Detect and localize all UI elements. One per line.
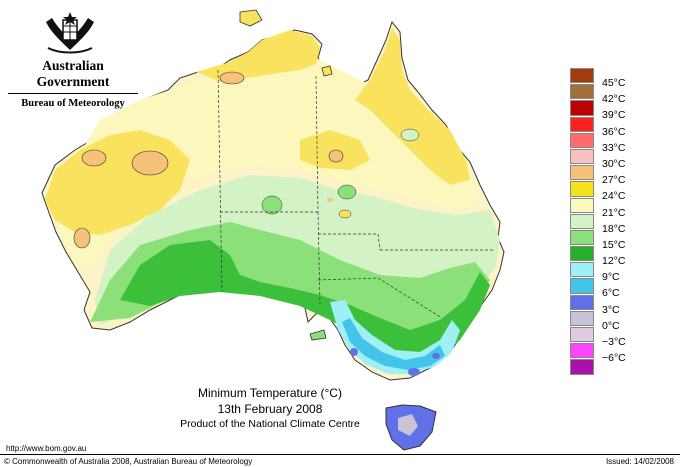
warm-zone-kimberley [196,30,320,82]
melville-island [239,9,263,27]
state-borders [217,69,494,319]
band-6-9 [342,318,445,370]
cool-patch-pale [400,128,420,142]
logo-block: Australian Government Bureau of Meteorol… [8,8,138,109]
hot-spot-gulf [328,149,344,163]
coat-of-arms-icon [46,12,94,54]
legend-label: −6°C [602,352,626,365]
legend-label: −3°C [602,336,626,348]
legend-label: 18°C [602,222,626,235]
cool-patch-qld [337,184,357,200]
cold-spot-victoria [350,348,358,356]
legend-swatch [570,100,594,116]
cold-spot-alps [408,368,420,376]
legend-label: 21°C [602,206,626,219]
map-date: 13th February 2008 [217,402,323,416]
legend-label: 24°C [602,190,626,203]
map-titles: Minimum Temperature (°C) 13th February 2… [120,385,420,432]
legend-swatch [570,132,594,148]
kangaroo-island [309,329,327,341]
hot-spot-gascoyne [73,227,91,249]
legend-label: 15°C [602,238,626,251]
map-title: Minimum Temperature (°C) [198,386,342,400]
bureau-name: Bureau of Meteorology [8,93,138,109]
legend-swatch [570,165,594,181]
legend-label: 9°C [602,271,620,284]
legend-label: 39°C [602,109,626,122]
map-product: Product of the National Climate Centre [180,418,360,430]
legend-label: 33°C [602,141,626,154]
footer-divider [0,454,680,455]
legend-swatch [570,262,594,278]
legend-swatch [570,359,594,375]
legend-swatch [570,229,594,246]
tasmania-cold [398,414,418,436]
cold-spot-nsw [432,353,440,359]
legend-swatch [570,213,594,229]
legend-swatch [570,327,594,343]
legend-label: 12°C [602,255,626,268]
footer-copyright: © Commonwealth of Australia 2008, Austra… [4,457,253,466]
legend-label: 42°C [602,93,626,106]
hot-spot-kimberley [219,71,245,85]
legend-swatch [570,310,594,326]
legend-swatch [570,181,594,197]
legend-label: 6°C [602,287,620,300]
groote-island [321,65,333,77]
legend-swatch [570,116,594,132]
legend-label: 27°C [602,174,626,187]
government-name: Australian Government [36,58,110,89]
legend-swatch [570,197,594,213]
legend-swatch [570,84,594,100]
footer-issued: Issued: 14/02/2008 [605,457,674,466]
warm-patch-small [327,198,333,202]
legend-label: 30°C [602,157,626,170]
legend-label: 3°C [602,303,620,316]
footer-url[interactable]: http://www.bom.gov.au [6,444,87,453]
band-12-15 [120,240,490,360]
legend-swatch [570,343,594,359]
cool-patch-sa [338,209,352,219]
legend-label: 36°C [602,125,626,138]
legend-swatch [570,148,594,165]
legend-swatch [570,294,594,310]
hot-spot-pilbara [131,150,169,176]
warm-zone-capeyork [355,28,470,185]
cool-patch-nt [261,195,283,215]
legend-swatch [570,246,594,262]
legend-swatch [570,68,594,84]
legend-swatch [570,278,594,294]
legend-label: 0°C [602,319,620,332]
hot-spot-coast [81,149,107,167]
legend-label: 45°C [602,77,626,89]
